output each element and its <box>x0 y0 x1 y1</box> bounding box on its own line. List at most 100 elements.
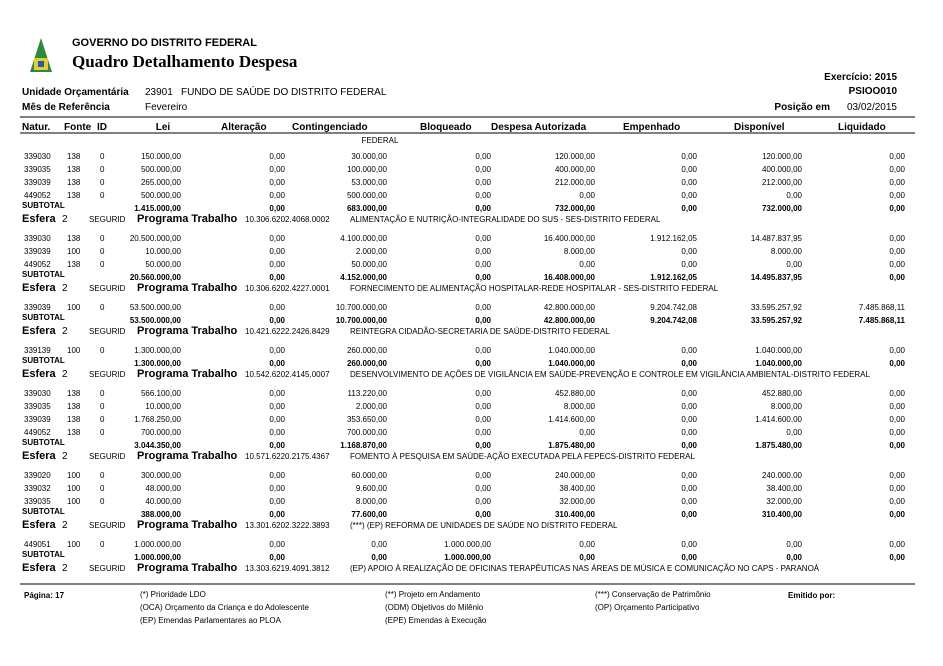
cell: 0 <box>100 303 105 312</box>
cell: 1.768.250,00 <box>134 415 181 424</box>
cell: 0,00 <box>889 428 905 437</box>
subtotal-cell: 732.000,00 <box>555 204 596 213</box>
cell: 0,00 <box>475 234 491 243</box>
programa-label: Programa Trabalho <box>137 519 238 531</box>
subtotal-cell: 0,00 <box>269 553 285 562</box>
cell: 120.000,00 <box>555 152 596 161</box>
cell: 0,00 <box>889 540 905 549</box>
cell: 0,00 <box>786 191 802 200</box>
esfera-number: 2 <box>62 451 68 462</box>
subtotal-label: SUBTOTAL <box>22 507 65 516</box>
cell: 339039 <box>24 178 51 187</box>
cell: 300.000,00 <box>141 471 182 480</box>
cell: 0 <box>100 415 105 424</box>
cell: 452.880,00 <box>762 389 803 398</box>
cell: 138 <box>67 178 81 187</box>
cell: 0,00 <box>269 303 285 312</box>
cell: 113.220,00 <box>348 389 388 398</box>
subtotal-label: SUBTOTAL <box>22 201 65 210</box>
column-header: Despesa Autorizada <box>491 122 587 133</box>
unidade-label: Unidade Orçamentária <box>22 87 129 98</box>
cell: 449052 <box>24 191 51 200</box>
cell: 0,00 <box>579 191 595 200</box>
cell: 400.000,00 <box>555 165 596 174</box>
cell: 0,00 <box>475 178 491 187</box>
subtotal-cell: 20.560.000,00 <box>130 273 182 282</box>
cell: 0,00 <box>889 178 905 187</box>
cell: 0,00 <box>269 178 285 187</box>
cell: 449052 <box>24 260 51 269</box>
cell: 32.000,00 <box>766 497 802 506</box>
subtotal-cell: 7.485.868,11 <box>859 316 906 325</box>
cell: 0,00 <box>681 402 697 411</box>
subtotal-cell: 0,00 <box>889 359 905 368</box>
column-header: Liquidado <box>838 122 886 133</box>
subtotal-cell: 10.700.000,00 <box>336 316 388 325</box>
subtotal-cell: 4.152.000,00 <box>340 273 387 282</box>
cell: 138 <box>67 152 81 161</box>
cell: 0,00 <box>269 260 285 269</box>
government: GOVERNO DO DISTRITO FEDERAL <box>72 37 257 49</box>
programa-code: 10.421.6222.2426.8429 <box>245 327 330 336</box>
cell: 100.000,00 <box>347 165 388 174</box>
cell: 500.000,00 <box>141 191 182 200</box>
cell: 0,00 <box>889 415 905 424</box>
subtotal-cell: 14.495.837,95 <box>751 273 803 282</box>
programa-description: REINTEGRA CIDADÃO-SECRETARIA DE SAÚDE-DI… <box>350 327 610 336</box>
cell: 0,00 <box>786 540 802 549</box>
cell: 0,00 <box>681 415 697 424</box>
subtotal-cell: 0,00 <box>889 441 905 450</box>
cell: 0 <box>100 389 105 398</box>
esfera-label: Esfera <box>22 450 57 462</box>
esfera-number: 2 <box>62 369 68 380</box>
esfera-label: Esfera <box>22 325 57 337</box>
cell: 8.000,00 <box>564 247 596 256</box>
cell: 8.000,00 <box>771 247 803 256</box>
cell: 566.100,00 <box>141 389 182 398</box>
subtotal-cell: 310.400,00 <box>762 510 803 519</box>
cell: 339039 <box>24 247 51 256</box>
cell: 0,00 <box>475 402 491 411</box>
cell: 7.485.868,11 <box>859 303 906 312</box>
cell: 0,00 <box>269 165 285 174</box>
subtotal-cell: 1.875.480,00 <box>755 441 802 450</box>
cell: 0 <box>100 152 105 161</box>
cell: 0,00 <box>889 234 905 243</box>
cell: 0,00 <box>681 191 697 200</box>
cell: 0,00 <box>889 471 905 480</box>
cell: 8.000,00 <box>564 402 596 411</box>
cell: 500.000,00 <box>141 165 182 174</box>
subtotal-cell: 0,00 <box>681 510 697 519</box>
cell: 0 <box>100 428 105 437</box>
cell: 138 <box>67 165 81 174</box>
cell: 0,00 <box>681 247 697 256</box>
column-header: ID <box>97 122 107 133</box>
cell: 0 <box>100 540 105 549</box>
column-header: Contingenciado <box>292 122 368 133</box>
legend-item: (EPE) Emendas à Execução <box>385 616 487 625</box>
cell: 100 <box>67 540 81 549</box>
cell: 0,00 <box>681 389 697 398</box>
cell: 0,00 <box>786 428 802 437</box>
programa-label: Programa Trabalho <box>137 325 238 337</box>
cell: 0,00 <box>681 471 697 480</box>
cell: 42.800.000,00 <box>544 303 596 312</box>
legend-item: (ODM) Objetivos do Milênio <box>385 603 484 612</box>
cell: 20.500.000,00 <box>130 234 182 243</box>
subtotal-cell: 0,00 <box>889 510 905 519</box>
column-header: Empenhado <box>623 122 680 133</box>
cell: 138 <box>67 260 81 269</box>
subtotal-cell: 77.600,00 <box>351 510 387 519</box>
cell: 0,00 <box>889 260 905 269</box>
cell: 100 <box>67 247 81 256</box>
cell: 0 <box>100 260 105 269</box>
cell: 0,00 <box>889 191 905 200</box>
subtotal-label: SUBTOTAL <box>22 438 65 447</box>
cell: 33.595.257,92 <box>751 303 803 312</box>
cell: 9.204.742,08 <box>650 303 697 312</box>
cell: 0 <box>100 471 105 480</box>
legend-item: (OP) Orçamento Participativo <box>595 603 700 612</box>
segurid: SEGURID <box>89 564 126 573</box>
cell: 8.000,00 <box>771 402 803 411</box>
cell: 500.000,00 <box>347 191 388 200</box>
